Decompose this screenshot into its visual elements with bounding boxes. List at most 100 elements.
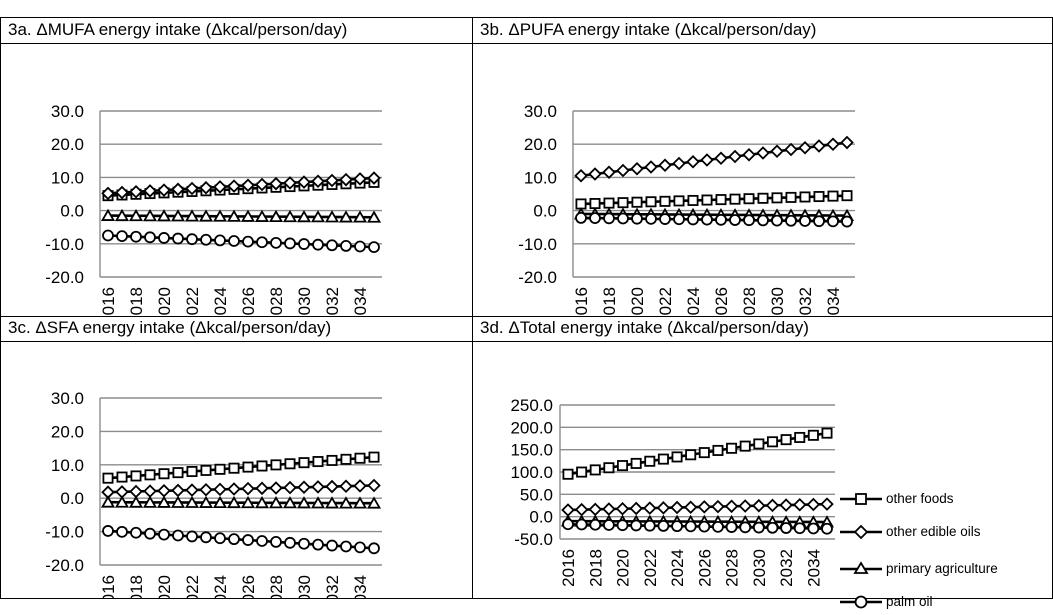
data-point <box>213 180 227 194</box>
data-point <box>629 501 643 516</box>
data-point <box>631 196 643 208</box>
data-point <box>130 526 142 539</box>
data-point <box>757 214 769 227</box>
data-point <box>841 215 853 228</box>
data-point <box>200 531 212 544</box>
data-point <box>354 452 366 464</box>
data-point <box>588 502 603 517</box>
data-point <box>821 522 833 535</box>
y-tick-label: 0.0 <box>533 202 557 221</box>
data-point <box>240 495 256 509</box>
data-point <box>158 528 170 541</box>
data-point <box>340 239 352 252</box>
data-point <box>184 495 200 508</box>
data-point <box>296 496 312 509</box>
data-point <box>213 482 227 497</box>
data-point <box>785 191 797 203</box>
data-point <box>143 484 157 498</box>
data-point <box>102 229 114 242</box>
data-point <box>142 209 158 222</box>
data-point <box>282 496 298 509</box>
data-point <box>686 154 700 169</box>
data-point <box>114 495 130 508</box>
chart-3a-mufa: 30.0 20.0 10.0 0.0 -10.0 -20.0 2016 2018 2020 202… <box>45 102 382 316</box>
data-point <box>757 192 769 204</box>
data-point <box>226 495 242 509</box>
data-point <box>185 181 199 196</box>
data-point <box>128 495 144 508</box>
x-tick-label: 2034 <box>351 575 370 599</box>
data-point <box>283 480 297 495</box>
data-point <box>129 484 143 499</box>
series-palm-oil <box>562 518 833 535</box>
legend-item-palm-oil: palm oil <box>838 591 1048 615</box>
data-point <box>603 212 615 225</box>
data-point <box>298 457 310 469</box>
data-point <box>602 519 615 531</box>
data-point <box>715 194 727 206</box>
data-point <box>158 232 170 244</box>
data-point <box>242 534 254 546</box>
x-tick-label: 2018 <box>586 549 605 587</box>
data-point <box>779 498 793 512</box>
data-point <box>310 210 326 223</box>
data-point <box>742 147 756 162</box>
data-point <box>784 142 798 157</box>
data-point <box>799 215 811 227</box>
data-point <box>630 161 644 176</box>
data-point <box>212 495 228 509</box>
data-point <box>214 463 226 475</box>
data-point <box>352 210 368 223</box>
data-point <box>724 499 739 514</box>
x-tick-label: 2016 <box>99 575 118 599</box>
x-tick-label: 2026 <box>712 287 731 316</box>
data-point <box>129 184 143 199</box>
data-point <box>102 525 114 537</box>
series-palm-oil <box>102 229 380 254</box>
data-point <box>616 163 630 178</box>
data-point <box>366 496 382 509</box>
y-tick-label: -50.0 <box>514 530 553 549</box>
data-point <box>170 209 186 222</box>
data-point <box>284 458 296 470</box>
data-point <box>128 208 144 222</box>
data-point <box>711 499 725 514</box>
data-point <box>574 502 589 517</box>
data-point <box>827 190 839 202</box>
data-point <box>826 137 840 152</box>
data-point <box>725 521 738 533</box>
data-point <box>672 156 686 171</box>
data-point <box>812 139 826 153</box>
data-point <box>298 537 310 550</box>
data-point <box>806 497 821 512</box>
y-tick-label: -20.0 <box>45 556 84 575</box>
data-point <box>687 194 699 206</box>
data-point <box>198 209 214 222</box>
x-tick-label: 2030 <box>295 287 314 316</box>
panel-3c-title: 3c. ΔSFA energy intake (Δkcal/person/day… <box>8 318 332 337</box>
data-point <box>752 521 765 534</box>
data-point <box>296 210 312 223</box>
data-point <box>645 212 657 225</box>
x-tick-label: 2024 <box>668 549 687 587</box>
data-point <box>685 449 697 461</box>
data-point <box>726 442 738 454</box>
y-tick-label: 30.0 <box>524 102 557 121</box>
data-point <box>270 536 282 548</box>
data-point <box>656 501 671 515</box>
data-point <box>631 212 643 225</box>
series-other-edible-oils <box>574 135 854 183</box>
y-tick-label: 100.0 <box>510 463 553 482</box>
data-point <box>354 541 366 554</box>
data-point <box>242 461 254 473</box>
chart-3b-pufa: 30.0 20.0 10.0 0.0 -10.0 -20.0 2016 2018 2020 202… <box>518 102 855 316</box>
panel-3b-title: 3b. ΔPUFA energy intake (Δkcal/person/da… <box>480 20 817 39</box>
data-point <box>743 193 755 205</box>
x-tick-label: 2032 <box>796 287 815 316</box>
data-point <box>157 183 171 197</box>
data-point <box>743 214 755 227</box>
data-point <box>752 498 766 513</box>
data-point <box>671 451 683 463</box>
data-point <box>100 495 116 508</box>
data-point <box>100 208 116 221</box>
